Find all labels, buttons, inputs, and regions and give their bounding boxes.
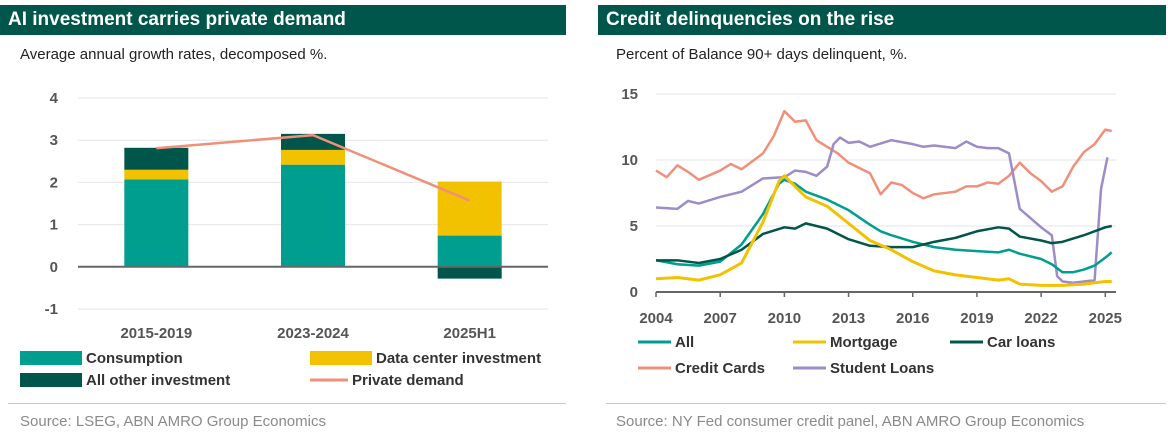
- x-tick-label: 2022: [1024, 310, 1057, 327]
- y-tick-label: 5: [630, 218, 638, 235]
- y-tick-label: 0: [630, 284, 638, 301]
- legend-label-student-loans: Student Loans: [830, 360, 934, 377]
- y-tick-label: 1: [50, 217, 58, 234]
- bar-consumption-2023-2024: [281, 164, 345, 267]
- y-tick-label: 15: [621, 86, 638, 103]
- left-source-divider: [8, 403, 566, 404]
- y-tick-label: 2: [50, 174, 58, 191]
- y-tick-label: 10: [621, 152, 638, 169]
- series-line-car-loans: [656, 222, 1112, 265]
- legend-label-data-center-investment: Data center investment: [376, 350, 541, 367]
- legend-label-all: All: [675, 334, 694, 351]
- x-tick-label: 2015-2019: [120, 325, 192, 342]
- right-chart-title: Credit delinquencies on the rise: [598, 5, 1166, 35]
- x-tick-label: 2025: [1089, 310, 1122, 327]
- left-chart-panel: AI investment carries private demand Ave…: [0, 0, 566, 436]
- x-tick-label: 2016: [896, 310, 929, 327]
- left-chart-subtitle: Average annual growth rates, decomposed …: [20, 46, 328, 63]
- left-chart-source: Source: LSEG, ABN AMRO Group Economics: [20, 413, 326, 430]
- legend-swatch-consumption: [20, 351, 82, 365]
- legend-label-car-loans: Car loans: [987, 334, 1055, 351]
- right-source-divider: [606, 403, 1166, 404]
- left-chart-title: AI investment carries private demand: [0, 5, 566, 35]
- legend-label-mortgage: Mortgage: [830, 334, 898, 351]
- series-line-all: [655, 178, 1113, 274]
- x-tick-label: 2010: [768, 310, 801, 327]
- bar-all-other-investment-2025h1: [437, 266, 502, 279]
- left-chart-plot: 4 3 2 1 0 -1 2015-2019 2023-2024 2025H1 Consumpti…: [20, 90, 548, 389]
- x-tick-label: 2019: [960, 310, 993, 327]
- legend-label-credit-cards: Credit Cards: [675, 360, 765, 377]
- series-line-credit-cards: [655, 109, 1112, 200]
- x-tick-label: 2004: [639, 310, 673, 327]
- series-line-student-loans: [655, 136, 1109, 285]
- legend-label-consumption: Consumption: [86, 350, 183, 367]
- bar-consumption-2025h1: [437, 235, 502, 267]
- legend-label-all-other-investment: All other investment: [86, 372, 230, 389]
- legend-swatch-all-other-investment: [20, 373, 82, 387]
- x-tick-label: 2013: [832, 310, 865, 327]
- bar-all-other-investment-2015-2019: [124, 147, 189, 170]
- bar-consumption-2015-2019: [124, 179, 189, 267]
- legend-swatch-data-center-investment: [310, 351, 372, 365]
- bar-all-other-investment-2023-2024: [281, 133, 345, 150]
- right-chart-panel: Credit delinquencies on the rise Percent…: [598, 0, 1168, 436]
- private-demand-line: [156, 133, 471, 202]
- legend-label-private-demand: Private demand: [352, 372, 464, 389]
- right-chart-source: Source: NY Fed consumer credit panel, AB…: [616, 413, 1085, 430]
- x-tick-label: 2025H1: [443, 325, 496, 342]
- bar-data-center-investment-2025h1: [437, 181, 502, 236]
- y-tick-label: -1: [45, 301, 58, 318]
- bar-data-center-investment-2023-2024: [281, 149, 345, 165]
- right-chart-subtitle: Percent of Balance 90+ days delinquent, …: [616, 46, 908, 63]
- y-tick-label: 0: [50, 259, 58, 276]
- bar-data-center-investment-2015-2019: [124, 169, 189, 180]
- x-tick-label: 2007: [703, 310, 736, 327]
- y-tick-label: 3: [50, 132, 58, 149]
- x-tick-label: 2023-2024: [277, 325, 349, 342]
- series-line-mortgage: [655, 174, 1112, 287]
- y-tick-label: 4: [50, 90, 59, 107]
